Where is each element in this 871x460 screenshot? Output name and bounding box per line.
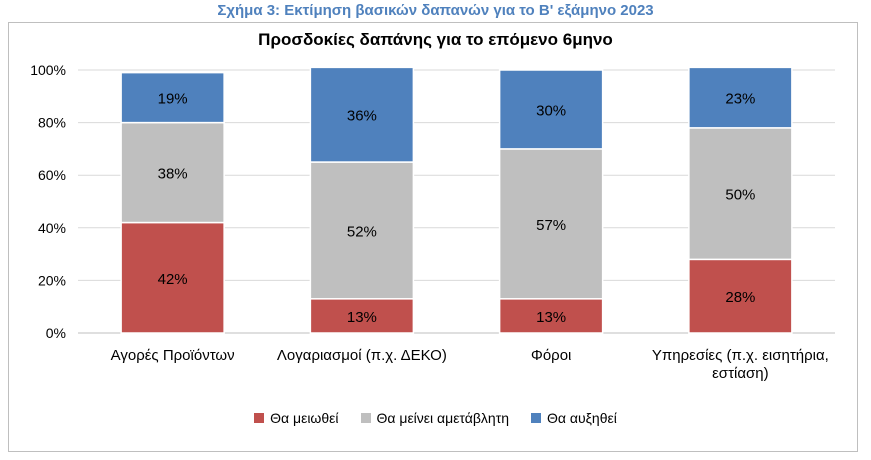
x-category-label: Αγορές Προϊόντων	[111, 347, 235, 364]
bar-segment	[688, 258, 793, 334]
data-label: 38%	[158, 166, 188, 183]
x-category-label: Λογαριασμοί (π.χ. ΔΕΚΟ)	[277, 347, 447, 364]
y-tick-label: 20%	[38, 272, 66, 288]
data-label: 19%	[158, 91, 188, 108]
y-tick-label: 40%	[38, 220, 66, 236]
legend-label: Θα μειωθεί	[270, 410, 339, 426]
x-category-label: Υπηρεσίες (π.χ. εισητήρια,	[652, 347, 829, 364]
bar-segment	[309, 161, 415, 300]
legend-swatch	[360, 413, 371, 423]
legend-swatch	[254, 413, 265, 423]
data-label: 42%	[158, 271, 188, 288]
data-label: 52%	[347, 223, 377, 240]
bar-segment	[498, 148, 604, 300]
y-tick-label: 80%	[38, 115, 66, 131]
legend-label: Θα μείνει αμετάβλητη	[376, 410, 510, 426]
legend: Θα μειωθεί Θα μείνει αμετάβλητη Θα αυξηθεί	[0, 410, 871, 426]
bar-segment	[120, 71, 225, 124]
legend-item: Θα μείνει αμετάβλητη	[360, 410, 510, 426]
data-label: 30%	[536, 102, 566, 119]
data-label: 57%	[536, 217, 566, 234]
legend-label: Θα αυξηθεί	[547, 410, 617, 426]
data-label: 13%	[536, 309, 566, 326]
data-label: 50%	[725, 187, 755, 204]
y-tick-label: 0%	[46, 325, 66, 341]
legend-swatch	[531, 413, 542, 423]
y-tick-label: 100%	[30, 62, 66, 78]
data-label: 36%	[347, 108, 377, 125]
bar-segment	[498, 69, 604, 150]
legend-item: Θα αυξηθεί	[531, 410, 617, 426]
x-category-label: εστίαση)	[712, 365, 768, 382]
x-category-label: Φόροι	[531, 347, 572, 364]
figure-caption: Σχήμα 3: Εκτίμηση βασικών δαπανών για το…	[217, 2, 654, 19]
data-label: 23%	[725, 91, 755, 108]
bar-segment	[688, 127, 793, 261]
data-label: 28%	[725, 289, 755, 306]
bar-segment	[688, 66, 793, 129]
bar-segment	[498, 298, 604, 334]
legend-item: Θα μειωθεί	[254, 410, 339, 426]
y-tick-label: 60%	[38, 167, 66, 183]
bar-segment	[309, 66, 415, 163]
chart-title: Προσδοκίες δαπάνης για το επόμενο 6μηνο	[258, 30, 613, 49]
data-label: 13%	[347, 309, 377, 326]
